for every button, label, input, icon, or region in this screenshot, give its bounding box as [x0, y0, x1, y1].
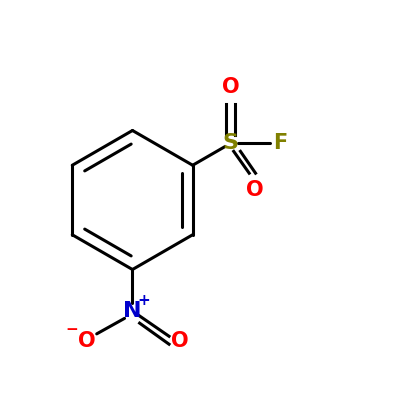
Text: N: N — [123, 301, 142, 321]
Text: O: O — [222, 77, 239, 97]
Text: S: S — [222, 133, 238, 153]
Text: F: F — [273, 133, 287, 153]
Text: O: O — [78, 331, 96, 351]
Text: O: O — [246, 180, 263, 200]
Text: −: − — [65, 322, 78, 336]
Text: +: + — [137, 292, 150, 308]
Text: O: O — [171, 331, 189, 351]
